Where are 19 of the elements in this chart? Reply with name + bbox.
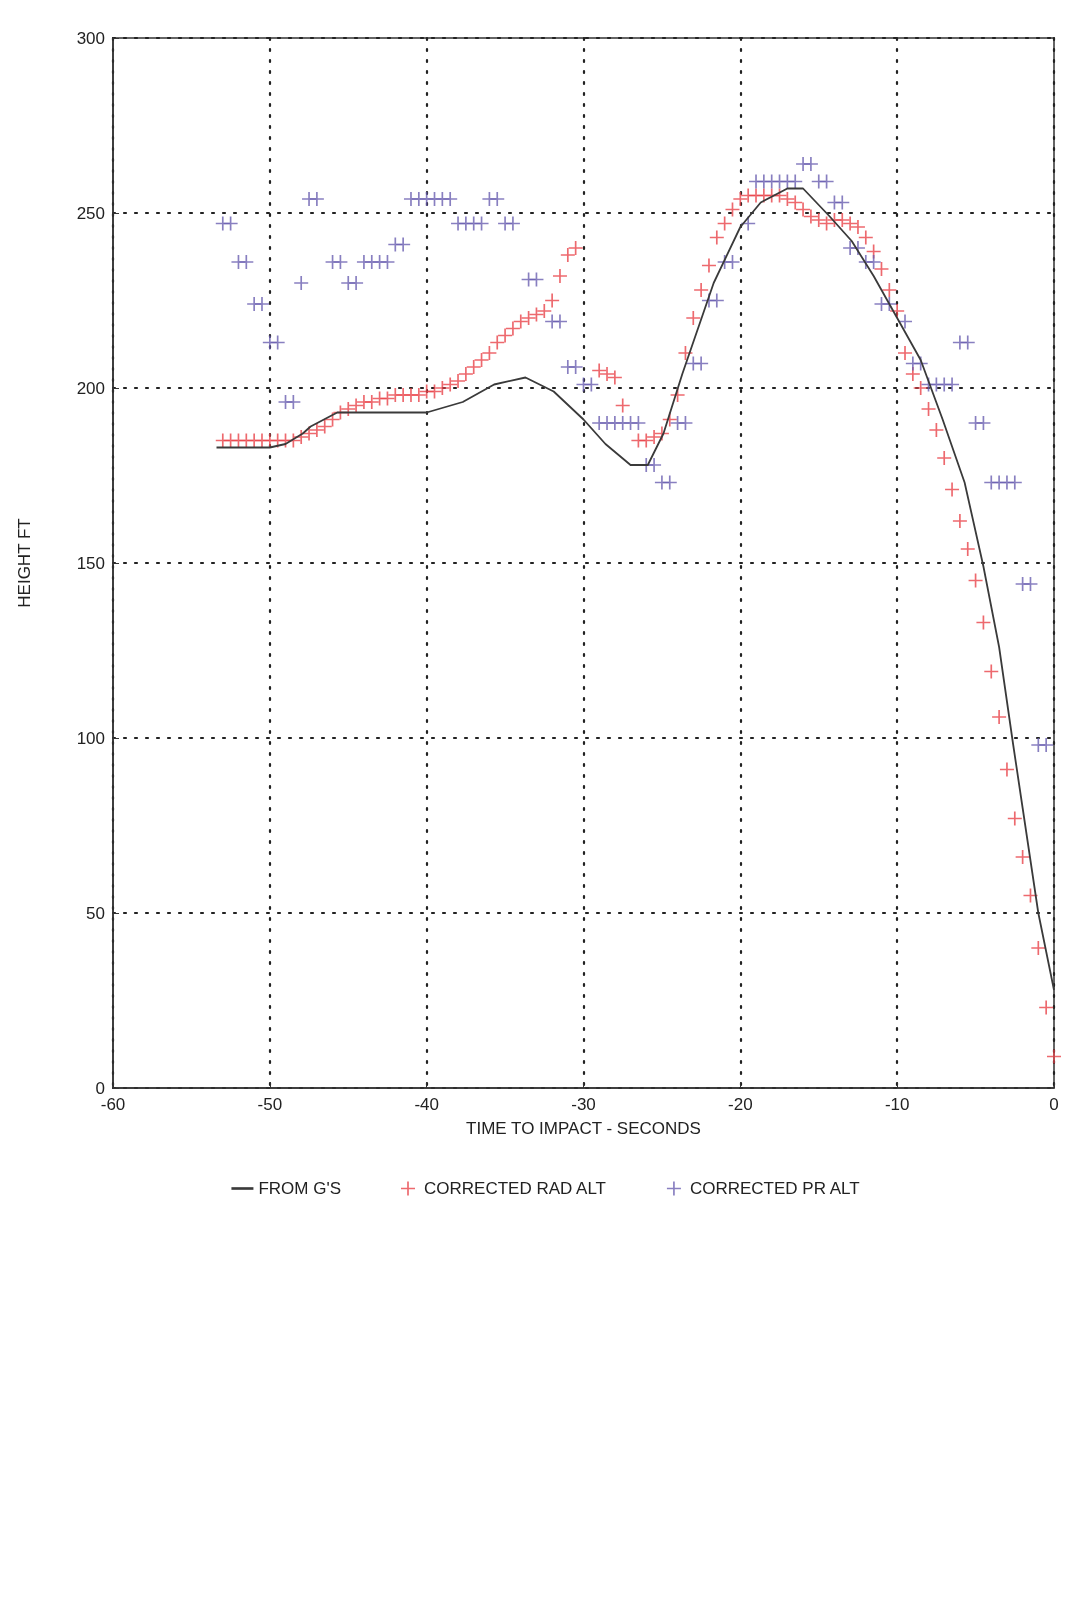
legend-label: CORRECTED PR ALT <box>689 1179 860 1198</box>
x-tick-label: -20 <box>728 1095 753 1114</box>
legend-label: FROM G'S <box>258 1179 341 1198</box>
y-tick-label: 200 <box>76 378 105 398</box>
y-tick-label: 250 <box>76 203 105 223</box>
x-tick-label: -60 <box>100 1095 126 1114</box>
x-axis-title: TIME TO IMPACT - SECONDS <box>466 1119 701 1138</box>
x-tick-label: 0 <box>1049 1095 1059 1114</box>
y-tick-label: 0 <box>95 1078 105 1098</box>
legend-label: CORRECTED RAD ALT <box>424 1179 606 1198</box>
y-tick-label: 150 <box>76 553 105 573</box>
y-tick-label: 50 <box>86 903 105 923</box>
x-tick-label: -50 <box>257 1095 283 1114</box>
y-axis-title: HEIGHT FT <box>15 518 34 608</box>
x-tick-label: -30 <box>571 1095 596 1114</box>
y-tick-label: 100 <box>76 728 105 748</box>
x-tick-label: -40 <box>414 1095 439 1114</box>
y-tick-label: 300 <box>76 28 105 48</box>
x-tick-label: -10 <box>884 1095 910 1114</box>
